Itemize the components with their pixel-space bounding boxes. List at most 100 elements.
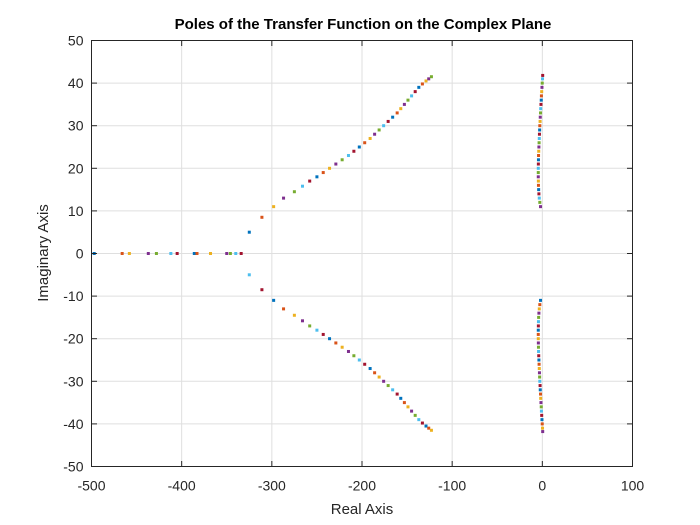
x-tick-label: -200 [348, 478, 376, 494]
pole-marker [536, 341, 540, 345]
pole-marker [420, 421, 424, 425]
pole-marker [538, 115, 542, 119]
pole-marker [382, 124, 386, 128]
pole-marker [538, 128, 542, 132]
pole-marker [539, 94, 543, 98]
pole-marker [328, 166, 332, 170]
pole-marker [315, 328, 319, 332]
pole-marker [340, 158, 344, 162]
y-tick-label: -40 [63, 416, 83, 432]
grid [91, 40, 633, 467]
pole-marker [539, 205, 543, 209]
y-axis-label: Imaginary Axis [35, 204, 52, 302]
x-tick-label: -400 [168, 478, 196, 494]
pole-marker [391, 115, 395, 119]
pole-marker [541, 77, 545, 81]
pole-marker [410, 94, 414, 98]
pole-marker [272, 205, 276, 209]
y-tick-label: 0 [76, 246, 84, 262]
pole-marker [377, 128, 381, 132]
pole-marker [540, 81, 544, 85]
pole-marker [537, 141, 541, 145]
x-tick-label: 0 [538, 478, 546, 494]
pole-marker [368, 136, 372, 140]
pole-marker [154, 252, 158, 255]
pole-marker [225, 252, 229, 255]
pole-marker [429, 428, 433, 432]
pole-marker [352, 149, 356, 153]
pole-marker [537, 371, 541, 375]
y-tick-label: -50 [63, 459, 83, 475]
pole-marker [346, 154, 350, 158]
pole-marker [536, 162, 540, 166]
pole-marker [539, 102, 543, 106]
x-tick-label: -100 [438, 478, 466, 494]
chart-title: Poles of the Transfer Function on the Co… [175, 16, 552, 33]
pole-marker [406, 405, 410, 409]
pole-marker [321, 332, 325, 336]
pole-marker [247, 273, 251, 277]
y-tick-label: 40 [68, 75, 84, 91]
pole-marker [363, 141, 367, 145]
pole-marker [292, 190, 296, 194]
pole-marker [410, 409, 414, 413]
pole-marker [363, 362, 367, 366]
pole-marker [239, 252, 243, 255]
pole-marker [538, 388, 542, 392]
pole-marker [539, 298, 543, 302]
pole-marker [247, 230, 251, 234]
x-axis-label: Real Axis [331, 501, 394, 518]
y-tick-label: -30 [63, 373, 83, 389]
pole-marker [282, 307, 286, 311]
pole-marker [417, 418, 421, 422]
pole-marker [377, 375, 381, 379]
pole-marker [175, 252, 179, 255]
pole-marker [427, 77, 431, 81]
pole-marker [192, 252, 196, 255]
pole-marker [538, 384, 542, 388]
pole-marker [120, 252, 124, 255]
pole-marker [427, 426, 431, 430]
pole-marker [420, 82, 424, 86]
pole-marker [334, 162, 338, 166]
pole-marker [536, 179, 540, 183]
pole-marker [395, 111, 399, 115]
pole-marker [536, 332, 540, 336]
pole-marker [541, 430, 545, 434]
pole-marker [373, 132, 377, 136]
pole-marker [209, 252, 213, 255]
pole-marker [195, 252, 199, 255]
pole-marker [399, 107, 403, 111]
pole-marker [539, 396, 543, 400]
pole-marker [538, 200, 542, 204]
pole-marker [537, 145, 541, 149]
pole-marker [540, 85, 544, 89]
pole-marker [537, 362, 541, 366]
pole-marker [537, 367, 541, 371]
pole-marker [321, 171, 325, 175]
pole-marker [536, 324, 540, 328]
pole-marker [536, 328, 540, 332]
pole-marker [536, 320, 540, 324]
pole-marker [300, 184, 304, 188]
pole-marker [357, 358, 361, 362]
pole-marker [541, 73, 545, 77]
pole-marker [328, 337, 332, 341]
pole-marker [537, 154, 541, 158]
pole-marker [537, 315, 541, 319]
y-tick-label: -20 [63, 331, 83, 347]
pole-marker [402, 102, 406, 106]
x-tick-labels: -500 -400 -300 -200 -100 0 100 [77, 478, 644, 494]
y-tick-label: 30 [68, 118, 84, 134]
pole-marker [540, 422, 544, 426]
pole-marker [537, 349, 541, 353]
pole-marker [540, 413, 544, 417]
pole-marker [536, 345, 540, 349]
pole-marker [413, 90, 417, 94]
pole-marker [537, 149, 541, 153]
pole-marker [395, 392, 399, 396]
pole-marker [537, 311, 541, 315]
pole-marker [300, 319, 304, 323]
pole-marker [417, 85, 421, 89]
